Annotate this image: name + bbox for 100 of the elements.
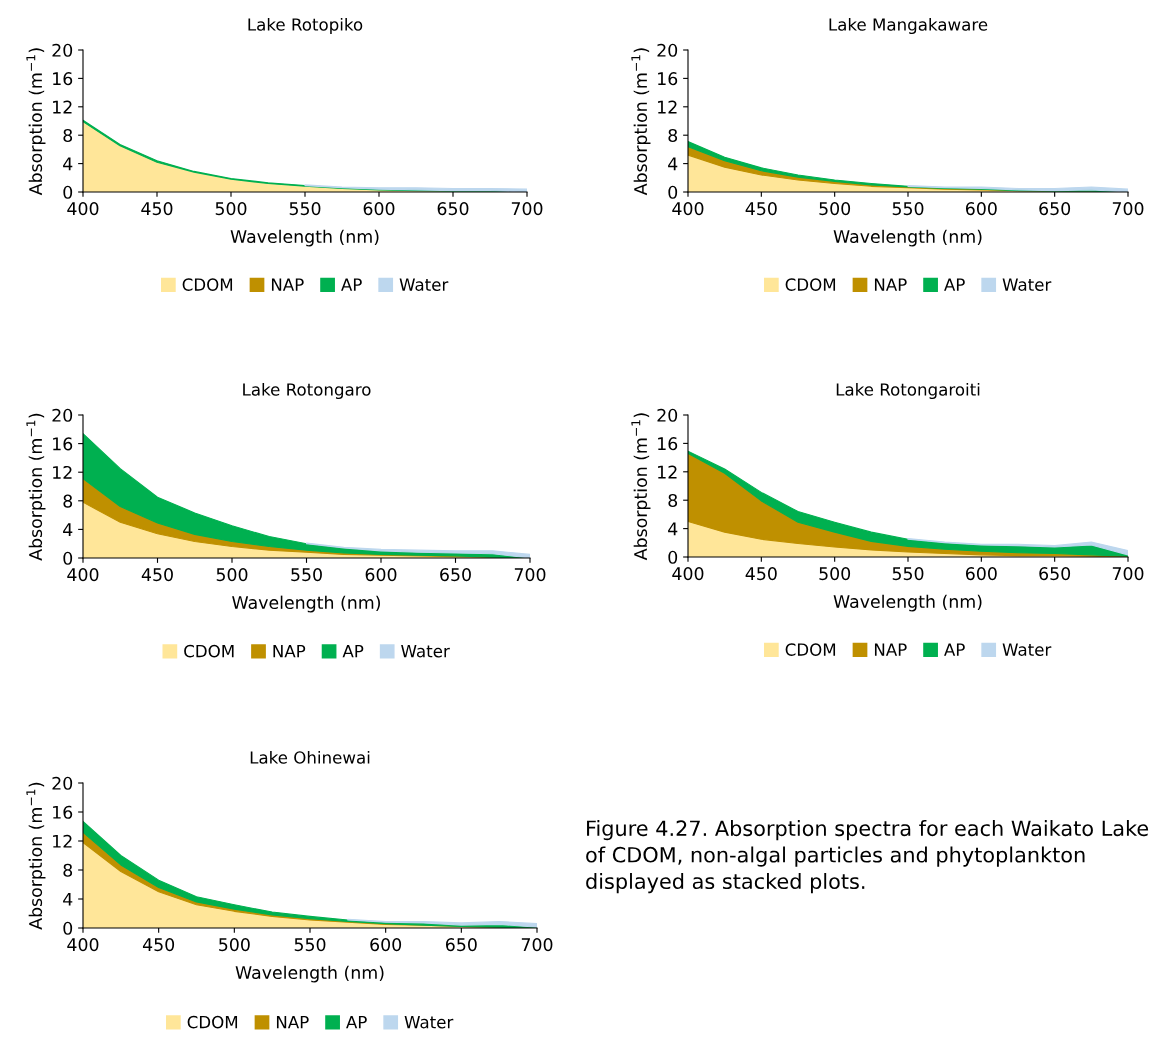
x-tick-label: 500	[216, 568, 248, 582]
y-tick-label: 12	[53, 465, 72, 479]
x-tick-label: 450	[141, 568, 173, 582]
caption: Figure 4.27. Absorption spectra for each Waikato Lake of CDOM, non-algal particles and phytoplankton displayed as stacked plots.	[586, 820, 1149, 894]
x-axis-title: Wavelength (nm)	[232, 595, 380, 613]
y-tick-label: 20	[52, 408, 73, 422]
y-tick-label: 0	[63, 185, 73, 199]
x-tick-label: 500	[819, 567, 851, 581]
legend-label: AP	[341, 278, 362, 291]
y-tick-label: 16	[658, 72, 678, 86]
y-tick-label: 12	[53, 834, 72, 848]
x-tick-label: 650	[1039, 202, 1071, 216]
x-tick-label: 450	[141, 202, 173, 216]
x-tick-label: 400	[67, 202, 99, 216]
x-tick-label: 400	[67, 568, 99, 582]
y-tick-label: 0	[63, 921, 73, 935]
legend-label: AP	[342, 645, 364, 658]
legend-label: CDOM	[785, 278, 836, 291]
x-tick-label: 500	[215, 202, 247, 216]
legend-label: AP	[944, 278, 965, 291]
y-axis-title: Absorption (m$^{−1}$)	[631, 413, 651, 561]
y-axis-title: Absorption (m$^{−1}$)	[631, 48, 651, 196]
x-tick-label: 450	[745, 567, 777, 581]
legend-label: NAP	[276, 1016, 309, 1029]
x-axis-title: Wavelength (nm)	[833, 229, 982, 247]
x-axis-title: Wavelength (nm)	[235, 965, 384, 983]
y-tick-label: 0	[668, 550, 678, 564]
legend-label: CDOM	[182, 278, 233, 291]
x-tick-label: 600	[363, 202, 395, 216]
y-tick-label: 8	[668, 493, 678, 508]
chart-title: Lake Rotongaroiti	[836, 382, 980, 400]
x-axis-title: Wavelength (nm)	[230, 229, 379, 247]
legend-label: NAP	[874, 278, 907, 291]
y-axis-title: Absorption (m$^{−1}$)	[26, 48, 46, 196]
x-tick-label: 650	[445, 938, 477, 952]
y-tick-label: 0	[668, 185, 678, 199]
legend-label: Water	[1002, 278, 1052, 291]
y-tick-label: 20	[657, 408, 678, 422]
x-tick-label: 550	[294, 938, 326, 952]
y-tick-label: 20	[52, 43, 73, 57]
legend-label: NAP	[874, 643, 907, 656]
x-tick-label: 450	[142, 938, 175, 952]
y-tick-label: 16	[53, 437, 73, 451]
x-tick-label: 550	[289, 202, 321, 216]
x-tick-label: 650	[437, 202, 469, 216]
x-axis-title: Wavelength (nm)	[833, 594, 982, 612]
x-tick-label: 600	[965, 202, 997, 216]
y-tick-label: 8	[668, 128, 678, 143]
x-tick-label: 650	[1039, 567, 1071, 581]
x-tick-label: 700	[511, 202, 543, 216]
y-tick-label: 16	[658, 437, 678, 451]
x-tick-label: 600	[965, 567, 997, 581]
legend-label: Water	[399, 278, 449, 291]
legend-label: NAP	[271, 278, 304, 291]
y-tick-label: 4	[668, 157, 678, 171]
legend-label: AP	[346, 1016, 367, 1029]
y-tick-label: 8	[63, 494, 73, 508]
legend-label: CDOM	[187, 1015, 238, 1029]
x-tick-label: 700	[1112, 202, 1144, 216]
legend-label: Water	[1002, 643, 1052, 656]
legend-label: CDOM	[184, 644, 234, 658]
chart-title: Lake Rotopiko	[248, 17, 363, 35]
y-tick-label: 16	[53, 805, 73, 819]
x-tick-label: 550	[892, 567, 924, 581]
y-tick-label: 20	[657, 43, 678, 57]
y-tick-label: 12	[53, 100, 72, 114]
x-tick-label: 550	[892, 202, 924, 216]
x-tick-label: 700	[514, 568, 546, 582]
x-tick-label: 600	[365, 568, 397, 582]
y-tick-label: 20	[52, 776, 73, 790]
legend-label: NAP	[273, 645, 306, 658]
x-tick-label: 400	[67, 938, 99, 952]
legend-label: Water	[404, 1016, 454, 1029]
y-tick-label: 12	[658, 100, 677, 114]
y-tick-label: 4	[63, 523, 73, 536]
chart-title: Lake Rotongaro	[243, 382, 371, 400]
x-tick-label: 600	[370, 938, 402, 952]
legend-label: Water	[401, 645, 450, 658]
x-tick-label: 650	[440, 568, 471, 582]
x-tick-label: 700	[1112, 567, 1144, 581]
x-tick-label: 400	[672, 567, 704, 581]
y-tick-label: 8	[63, 863, 73, 877]
y-tick-label: 12	[658, 465, 677, 479]
y-tick-label: 4	[63, 892, 73, 906]
y-tick-label: 8	[63, 128, 73, 143]
x-tick-label: 550	[291, 568, 322, 582]
legend-label: AP	[944, 643, 965, 656]
y-tick-label: 16	[53, 72, 73, 86]
x-tick-label: 450	[745, 202, 777, 216]
x-tick-label: 500	[819, 202, 851, 216]
x-tick-label: 400	[672, 202, 704, 216]
y-tick-label: 4	[668, 522, 678, 536]
y-tick-label: 4	[63, 157, 73, 171]
chart-title: Lake Ohinewai	[250, 750, 370, 764]
y-tick-label: 0	[63, 551, 73, 565]
y-axis-title: Absorption (m$^{−1}$)	[26, 413, 46, 561]
legend-label: CDOM	[785, 643, 836, 656]
chart-title: Lake Mangakaware	[829, 17, 988, 35]
x-tick-label: 500	[219, 938, 250, 952]
x-tick-label: 700	[521, 938, 553, 952]
